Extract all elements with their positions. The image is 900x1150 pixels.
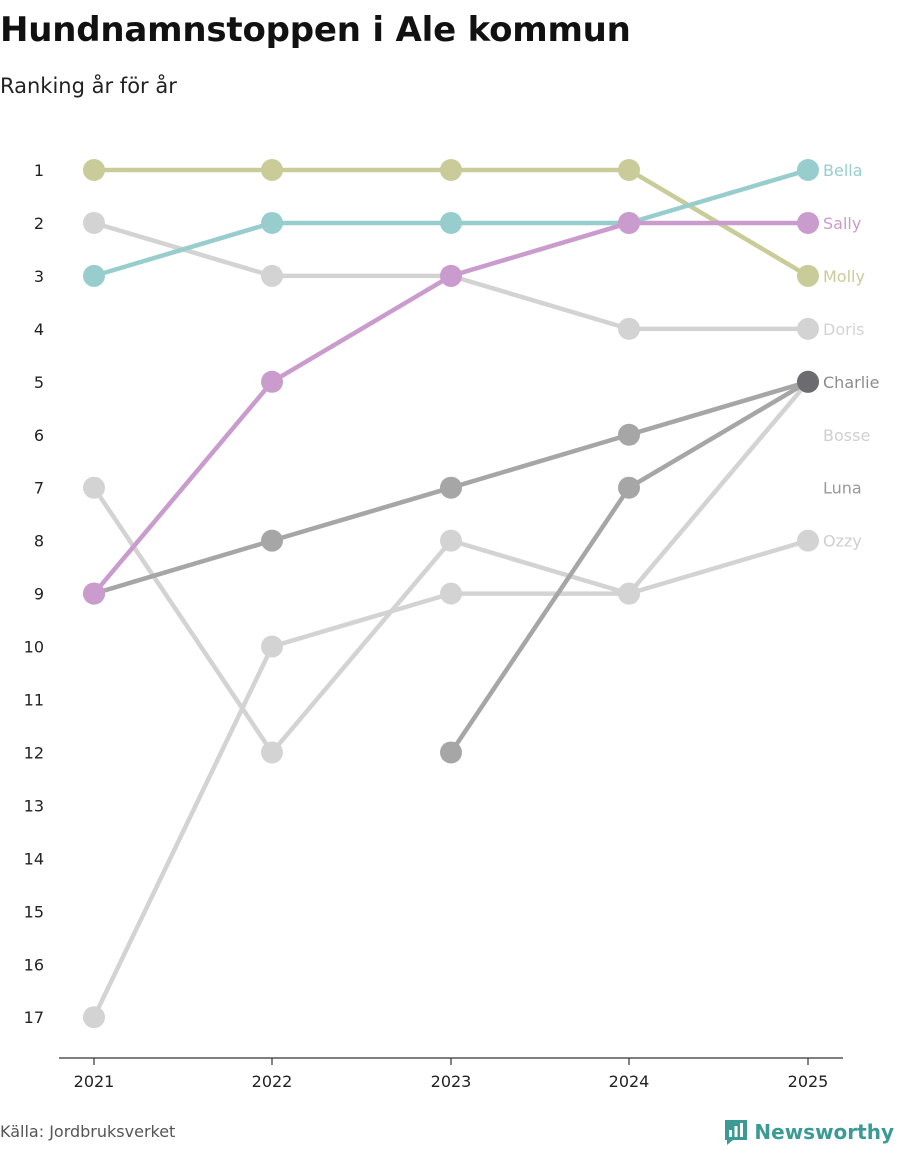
- data-point-molly: [440, 159, 462, 181]
- end-label-bella: Bella: [823, 161, 863, 180]
- data-point-sally: [261, 370, 283, 393]
- y-tick-label: 13: [24, 796, 44, 815]
- x-tick-label: 2025: [788, 1072, 829, 1091]
- data-point-molly: [261, 159, 283, 181]
- x-tick-label: 2023: [431, 1072, 472, 1091]
- x-tick-label: 2021: [74, 1072, 115, 1091]
- data-point-sally: [83, 582, 105, 605]
- y-tick-label: 2: [34, 214, 44, 233]
- end-label-bosse: Bosse: [823, 426, 870, 445]
- y-tick-label: 17: [24, 1008, 44, 1027]
- data-point-bosse: [261, 741, 283, 764]
- data-point-sally: [618, 211, 640, 234]
- y-tick-label: 1: [34, 161, 44, 180]
- data-point-ozzy: [618, 582, 640, 605]
- data-point-bella: [797, 159, 819, 181]
- y-tick-label: 14: [24, 849, 44, 868]
- x-tick-label: 2024: [609, 1072, 650, 1091]
- y-tick-label: 7: [34, 479, 44, 498]
- data-point-bosse: [440, 529, 462, 552]
- data-point-charlie: [440, 476, 462, 499]
- data-point-sally: [440, 264, 462, 287]
- data-point-doris: [797, 317, 819, 340]
- y-tick-label: 12: [24, 743, 44, 762]
- end-label-sally: Sally: [823, 214, 861, 233]
- data-point-charlie: [261, 529, 283, 552]
- y-tick-label: 16: [24, 955, 44, 974]
- y-tick-label: 10: [24, 638, 44, 657]
- data-point-bella: [83, 264, 105, 287]
- data-point-molly: [83, 159, 105, 181]
- data-point-bosse: [83, 476, 105, 499]
- end-label-ozzy: Ozzy: [823, 532, 862, 551]
- newsworthy-logo-icon: [725, 1120, 748, 1145]
- data-point-ozzy: [261, 635, 283, 658]
- y-tick-label: 6: [34, 426, 44, 445]
- x-tick-label: 2022: [252, 1072, 293, 1091]
- y-tick-label: 11: [24, 691, 44, 710]
- chart-subtitle: Ranking år för år: [0, 74, 177, 98]
- end-label-charlie: Charlie: [823, 373, 879, 392]
- y-tick-label: 5: [34, 373, 44, 392]
- y-tick-label: 3: [34, 267, 44, 286]
- data-point-ozzy: [440, 582, 462, 605]
- y-tick-label: 15: [24, 902, 44, 921]
- data-point-molly: [797, 264, 819, 287]
- y-tick-label: 9: [34, 585, 44, 604]
- data-point-bella: [440, 211, 462, 234]
- end-label-doris: Doris: [823, 320, 864, 339]
- data-point-luna: [618, 476, 640, 499]
- data-point-doris: [618, 317, 640, 340]
- data-point-ozzy: [797, 529, 819, 552]
- chart-title: Hundnamnstoppen i Ale kommun: [0, 10, 631, 50]
- data-point-charlie: [797, 370, 819, 393]
- data-point-doris: [83, 211, 105, 234]
- data-point-charlie: [618, 423, 640, 446]
- end-label-luna: Luna: [823, 479, 862, 498]
- brand-logo: Newsworthy: [724, 1118, 894, 1146]
- data-point-bella: [261, 211, 283, 234]
- data-point-ozzy: [83, 1006, 105, 1029]
- y-tick-label: 8: [34, 532, 44, 551]
- series-line-ozzy: [91, 538, 811, 1020]
- y-tick-label: 4: [34, 320, 44, 339]
- source-note: Källa: Jordbruksverket: [0, 1122, 176, 1141]
- data-point-molly: [618, 159, 640, 181]
- data-point-sally: [797, 211, 819, 234]
- data-point-doris: [261, 264, 283, 287]
- series-line-bosse: [91, 379, 811, 755]
- brand-name: Newsworthy: [754, 1120, 894, 1144]
- data-point-luna: [440, 741, 462, 764]
- end-label-molly: Molly: [823, 267, 865, 286]
